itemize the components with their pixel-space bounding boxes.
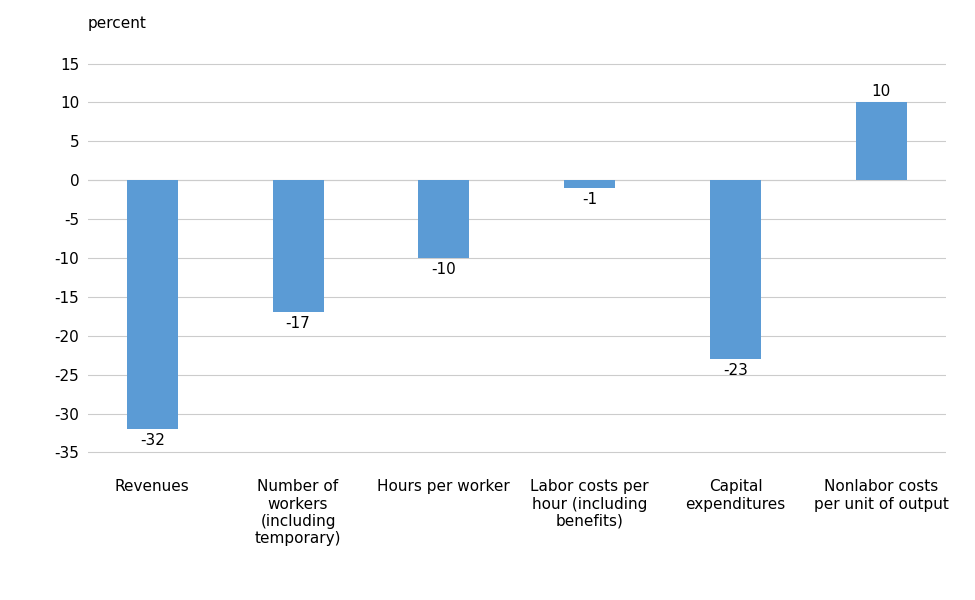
Bar <box>127 180 177 429</box>
Bar <box>856 103 907 180</box>
Bar <box>273 180 324 313</box>
Text: 10: 10 <box>872 83 891 98</box>
Text: -17: -17 <box>286 316 310 331</box>
Text: -1: -1 <box>582 192 598 207</box>
Text: -10: -10 <box>432 262 456 277</box>
Text: -23: -23 <box>723 363 748 378</box>
Bar <box>418 180 469 258</box>
Text: -32: -32 <box>139 433 165 448</box>
Bar <box>710 180 760 359</box>
Bar <box>565 180 615 188</box>
Text: percent: percent <box>88 16 146 31</box>
